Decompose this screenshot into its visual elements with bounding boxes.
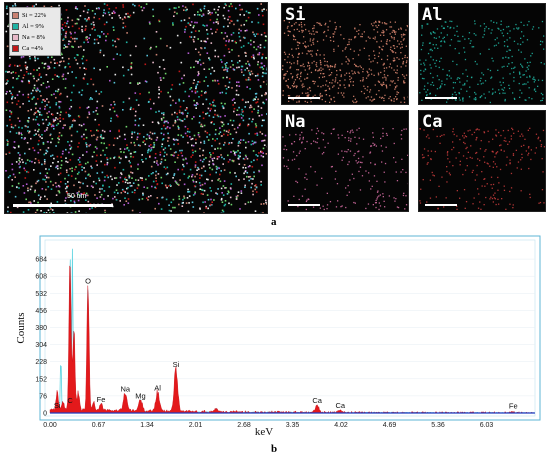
map-legend: Si = 22% Al = 9% Na = 8% Ca =4% — [9, 7, 61, 56]
y-tick-label: 228 — [35, 359, 47, 366]
tile-al-dots — [419, 20, 545, 104]
x-tick-label: 5.36 — [431, 422, 445, 429]
peak-label: Na — [120, 385, 130, 394]
tile-ca-scale-bar — [425, 204, 457, 206]
peak-label: O — [85, 277, 91, 286]
panel-b-letter: b — [271, 443, 278, 455]
x-axis-label: keV — [255, 426, 273, 438]
legend-entry-si: Si = 22% — [12, 10, 58, 21]
composite-scale-label: 50 um — [67, 193, 87, 200]
peak-label: Si — [54, 401, 61, 410]
y-tick-label: 608 — [35, 274, 47, 281]
tile-ca: Ca — [418, 110, 546, 212]
legend-swatch-al — [12, 23, 19, 30]
x-tick-label: 0.67 — [92, 422, 106, 429]
x-tick-label: 0.00 — [43, 422, 57, 429]
tile-al-scale-bar — [425, 97, 457, 99]
y-tick-label: 456 — [35, 308, 47, 315]
peak-label: Ca — [312, 396, 322, 405]
peak-label: Si — [173, 360, 180, 369]
x-tick-label: 4.02 — [334, 422, 348, 429]
y-tick-label: 684 — [35, 257, 47, 264]
tile-ca-dots — [419, 127, 545, 210]
tile-si: Si — [281, 3, 409, 105]
tile-al-label: Al — [422, 5, 443, 25]
x-tick-label: 6.03 — [480, 422, 494, 429]
composite-map-dots — [5, 3, 267, 213]
legend-swatch-si — [12, 12, 19, 19]
y-tick-label: 532 — [35, 291, 47, 298]
legend-label-al: Al = 9% — [22, 23, 45, 30]
y-tick-label: 304 — [35, 342, 47, 349]
x-tick-label: 4.69 — [383, 422, 397, 429]
peak-label: C — [67, 396, 73, 405]
peak-label: Fe — [509, 402, 518, 411]
legend-entry-na: Na = 8% — [12, 32, 58, 43]
legend-swatch-na — [12, 34, 19, 41]
legend-label-ca: Ca =4% — [22, 45, 44, 52]
y-axis-label: Counts — [15, 312, 27, 343]
legend-label-na: Na = 8% — [22, 34, 46, 41]
spectrum-plot-border — [44, 239, 536, 417]
legend-label-si: Si = 22% — [22, 12, 47, 19]
tile-na-dots — [282, 127, 408, 211]
legend-entry-ca: Ca =4% — [12, 43, 58, 54]
y-tick-label: 0 — [43, 411, 47, 418]
composite-element-map: Si = 22% Al = 9% Na = 8% Ca =4% 50 um — [4, 2, 268, 214]
panel-a-letter: a — [271, 216, 277, 228]
x-tick-label: 3.35 — [286, 422, 300, 429]
tile-ca-label: Ca — [422, 112, 443, 132]
peak-label: Ca — [335, 401, 345, 410]
tile-si-scale-bar — [288, 97, 320, 99]
x-tick-labels: 0.00 0.67 1.34 2.01 2.68 3.35 4.02 4.69 5.36 6.03 — [43, 422, 493, 429]
y-tick-label: 380 — [35, 325, 47, 332]
tile-na-scale-bar — [288, 204, 320, 206]
x-tick-label: 1.34 — [140, 422, 154, 429]
x-tick-label: 2.01 — [189, 422, 203, 429]
x-tick-label: 2.68 — [237, 422, 251, 429]
tile-si-dots — [282, 20, 408, 104]
y-tick-label: 152 — [35, 376, 47, 383]
peak-label: Fe — [97, 395, 106, 404]
legend-entry-al: Al = 9% — [12, 21, 58, 32]
spectrum-frame — [39, 235, 541, 421]
y-tick-label: 76 — [39, 393, 47, 400]
peak-annotations: O Si Al Na Mg Fe Ca Ca Fe Si C — [54, 277, 518, 411]
peak-label: Mg — [135, 391, 145, 400]
tile-na: Na — [281, 110, 409, 212]
tile-na-label: Na — [285, 112, 306, 132]
composite-scale-bar — [13, 204, 113, 207]
y-tick-labels: 0 76 152 228 304 380 456 532 608 684 — [35, 257, 47, 418]
legend-swatch-ca — [12, 45, 19, 52]
tile-al: Al — [418, 3, 546, 105]
eds-spectrum-chart: 0 76 152 228 304 380 456 532 608 684 0.00 0.67 1.34… — [15, 235, 541, 438]
peak-label: Al — [154, 384, 161, 393]
tile-si-label: Si — [285, 5, 306, 25]
